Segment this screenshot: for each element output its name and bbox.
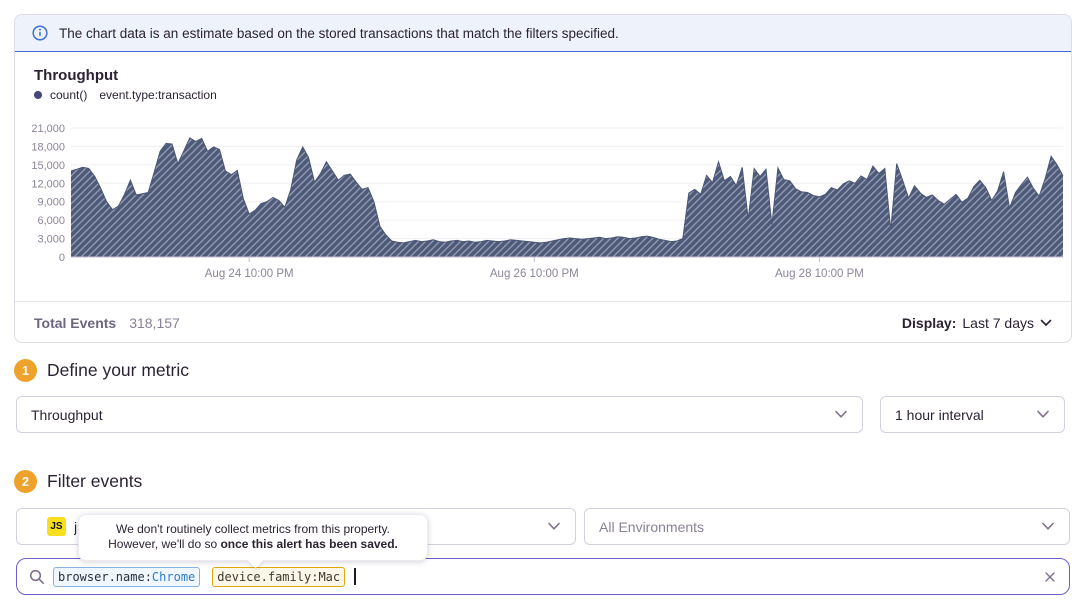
environment-select-value: All Environments <box>599 518 705 535</box>
metric-select[interactable]: Throughput <box>16 396 863 433</box>
section-title: Filter events <box>47 471 143 491</box>
display-label: Display: <box>901 314 957 331</box>
svg-text:18,000: 18,000 <box>31 141 65 153</box>
svg-text:Aug 28 10:00 PM: Aug 28 10:00 PM <box>775 268 864 280</box>
chevron-down-icon <box>1037 410 1049 418</box>
svg-text:Aug 26 10:00 PM: Aug 26 10:00 PM <box>490 268 579 280</box>
chevron-down-icon <box>1042 522 1054 530</box>
chevron-down-icon <box>835 410 847 418</box>
banner-text: The chart data is an estimate based on t… <box>59 25 619 41</box>
section-define-metric: 1 Define your metric <box>14 359 189 382</box>
close-icon <box>1045 571 1055 582</box>
step-2-badge: 2 <box>14 470 37 493</box>
svg-text:15,000: 15,000 <box>31 160 65 172</box>
svg-text:12,000: 12,000 <box>31 178 65 190</box>
chevron-down-icon <box>1040 319 1052 326</box>
text-caret <box>354 568 356 585</box>
interval-select-value: 1 hour interval <box>895 406 984 423</box>
chart-legend: count() event.type:transaction <box>15 84 1071 102</box>
chart-title: Throughput <box>34 67 119 84</box>
total-events-value: 318,157 <box>129 314 180 331</box>
display-period-dropdown[interactable]: Display: Last 7 days <box>902 315 1052 331</box>
svg-text:6,000: 6,000 <box>37 215 65 227</box>
section-filter-events: 2 Filter events <box>14 470 142 493</box>
display-value: Last 7 days <box>962 314 1034 331</box>
chart-panel: The chart data is an estimate based on t… <box>14 14 1072 343</box>
info-banner: The chart data is an estimate based on t… <box>15 15 1071 52</box>
section-title: Define your metric <box>47 360 189 380</box>
total-events: Total Events 318,157 <box>34 315 180 331</box>
svg-text:Aug 24 10:00 PM: Aug 24 10:00 PM <box>205 268 294 280</box>
chart-plot-area: 0 3,000 6,000 9,000 12,000 15,000 18,000 21,000… <box>17 111 1067 293</box>
svg-text:21,000: 21,000 <box>31 123 65 135</box>
search-input[interactable]: browser.name:Chrome device.family:Mac <box>16 558 1070 595</box>
chart-footer: Total Events 318,157 Display: Last 7 day… <box>15 301 1071 343</box>
metric-select-value: Throughput <box>31 406 103 423</box>
chevron-down-icon <box>548 522 560 530</box>
svg-text:3,000: 3,000 <box>37 234 65 246</box>
environment-select[interactable]: All Environments <box>584 508 1070 545</box>
total-events-label: Total Events <box>34 314 117 331</box>
interval-select[interactable]: 1 hour interval <box>880 396 1065 433</box>
legend-series-label: count() <box>50 88 88 102</box>
legend-query-label: event.type:transaction <box>99 88 217 102</box>
step-1-badge: 1 <box>14 359 37 382</box>
svg-text:9,000: 9,000 <box>37 197 65 209</box>
tooltip-line1: We don't routinely collect metrics from … <box>116 522 390 536</box>
filter-token-device-family[interactable]: device.family:Mac <box>212 566 346 587</box>
tooltip-line2: However, we'll do so once this alert has… <box>108 537 398 551</box>
clear-search-button[interactable] <box>1043 570 1057 584</box>
throughput-chart: Throughput count() event.type:transactio… <box>15 52 1071 301</box>
search-icon <box>29 569 44 584</box>
svg-text:0: 0 <box>59 252 65 264</box>
project-select-value: j <box>74 518 78 535</box>
metrics-warning-tooltip: We don't routinely collect metrics from … <box>78 514 428 561</box>
legend-bullet-icon <box>34 91 42 99</box>
filter-token-browser-name[interactable]: browser.name:Chrome <box>53 566 201 587</box>
javascript-platform-icon: JS <box>47 517 66 536</box>
info-icon <box>32 25 48 41</box>
